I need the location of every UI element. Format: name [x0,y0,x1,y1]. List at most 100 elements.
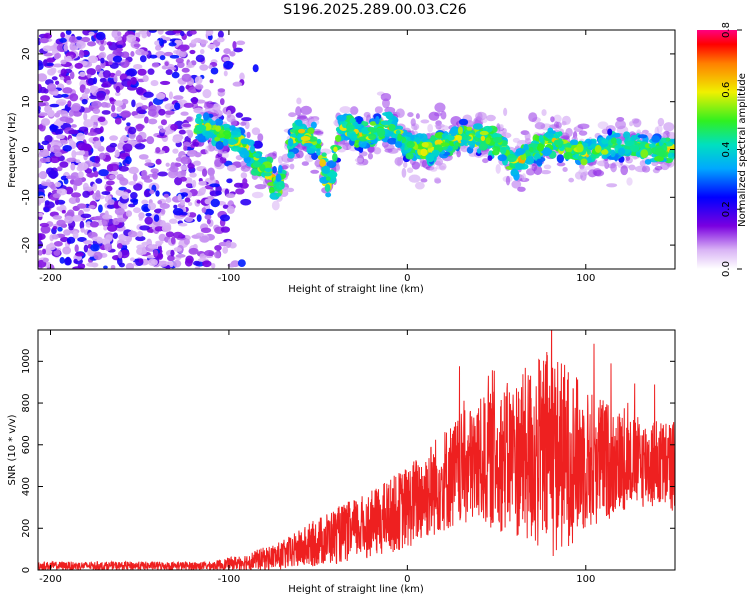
spectrogram-cell [214,251,221,259]
spectrogram-cell [480,135,486,142]
spectrogram-cell [120,110,132,118]
spectrogram-cell [316,138,322,144]
spectrogram-cell [239,149,250,159]
spectrogram-cell [373,147,382,155]
spectrogram-cell [87,132,98,136]
spectrogram-cell [405,152,414,160]
spectrogram-cell [115,85,121,93]
spectrogram-cell [289,163,295,170]
spectrogram-cell [199,253,207,260]
spectrogram-cell [114,207,125,216]
spectrogram-cell [62,144,72,152]
spectrogram-cell [158,108,166,116]
spectrogram-cell [102,214,113,220]
spectrogram-cell [163,193,169,198]
spectrogram-cell [250,168,260,176]
spectrogram-cell [651,161,659,167]
spectrogram-cell [75,252,85,257]
spectrogram-cell [38,102,47,107]
spectrogram-cell [226,164,237,172]
spectrogram-cell [515,147,526,156]
spectrogram-cell [114,91,121,97]
spectrogram-cell [326,160,337,169]
spectrogram-cell [159,38,164,47]
spectrogram-cell [281,165,289,170]
spectrogram-cell [125,34,137,43]
spectrogram-cell [116,243,123,249]
spectrogram-cell [655,147,665,157]
spectrogram-cell [126,122,131,127]
spectrogram-cell [122,143,133,152]
spectrogram-cell [544,131,554,138]
spectrogram-cell [538,134,544,143]
spectrogram-cell [85,221,92,228]
spectrogram-cell [222,204,229,209]
spectrogram-cell [174,162,182,168]
spectrogram-cell [369,121,377,126]
spectrogram-cell [232,40,237,50]
spectrogram-cell [272,166,277,174]
spectrogram-cell [189,30,197,35]
spectrogram-cell [617,147,626,156]
spectrogram-cell [116,106,122,113]
spectrogram-cell [81,98,88,105]
spectrogram-cell [252,152,260,158]
spectrogram-cell [73,179,83,186]
spectrogram-cell [210,198,220,208]
spectrogram-cell [528,146,534,153]
colorbar-ticks: 0.0 0.2 0.4 0.6 0.8 [721,22,742,277]
spectrogram-cell [227,138,237,145]
spectrogram-cell [215,190,222,196]
spectrogram-cell [601,149,609,155]
spectrogram-cell [222,130,232,140]
spectrogram-cell [456,150,461,158]
spectrogram-cell [414,181,425,190]
spectrogram-cell [66,157,77,163]
spectrogram-cell [174,39,183,44]
spectrogram-cell [601,154,607,160]
spectrogram-cell [39,157,48,164]
spectrogram-cell [458,118,469,126]
spectrogram-cell [169,165,179,173]
spectrogram-cell [188,61,193,68]
spectrogram-cell [157,30,164,35]
spectrogram-cell [220,226,230,233]
spectrogram-cell [80,227,85,233]
spectrogram-cell [217,88,226,93]
spectrogram-cell [121,51,130,59]
spectrogram-cell [153,214,160,222]
spectrogram-cell [620,165,629,176]
spectrogram-cell [536,143,545,152]
spectrogram-cell [105,185,113,192]
spectrogram-cell [139,55,147,63]
spectrogram-cell [170,123,178,131]
spectrogram-cell [49,146,55,152]
spectrogram-cell [565,147,573,153]
spectrogram-cell [187,163,195,169]
spectrogram-cell [333,146,338,153]
spectrogram-cell [92,136,99,142]
spectrogram-cell [185,129,193,134]
spectrogram-cell [38,200,42,206]
spectrogram-cell [420,148,428,157]
snr-x-label: Height of straight line (km) [288,584,424,595]
spectrogram-cell [249,144,255,154]
spectrogram-cell [108,60,113,65]
spectrogram-cell [172,135,183,144]
spectrogram-cell [297,114,307,120]
spectrogram-cell [358,146,364,153]
spectrogram-cell [144,162,155,167]
spectrogram-cell [68,35,77,44]
spectrogram-cell [517,186,526,192]
spectrogram-cell [199,64,209,71]
spectrogram-cell [233,47,243,53]
spectrogram-cell [235,40,246,46]
spectrogram-cell [207,167,215,177]
spectrogram-cell [144,159,152,164]
spectrogram-cell [160,119,168,126]
spectrogram-x-tick-label: -100 [218,273,241,284]
spectrogram-cell [88,31,95,36]
spectrogram-cell [214,118,224,126]
spectrogram-cell [75,36,83,41]
